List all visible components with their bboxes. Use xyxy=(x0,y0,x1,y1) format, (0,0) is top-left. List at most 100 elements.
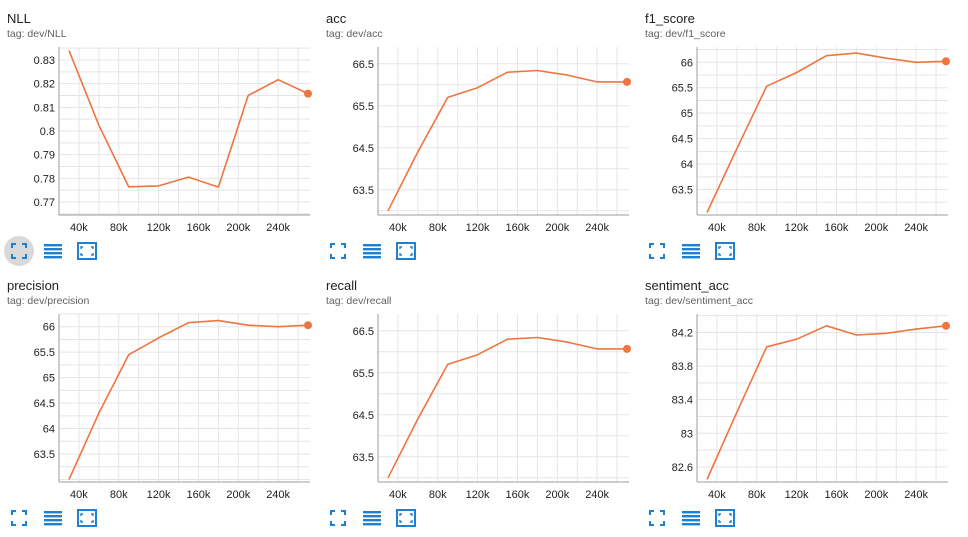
y-tick-label: 0.78 xyxy=(34,173,55,185)
chart-toolbar xyxy=(327,503,417,533)
chart-title: sentiment_acc xyxy=(645,278,729,293)
chart-title: acc xyxy=(326,11,347,26)
y-tick-label: 65.5 xyxy=(353,101,374,113)
series-line xyxy=(706,52,947,213)
x-tick-label: 80k xyxy=(110,489,128,501)
y-tick-label: 63.5 xyxy=(672,185,693,197)
chart-card-nll: NLL tag: dev/NLL 0.77 0.78 0.79 0.8 0.81 0.82… xyxy=(0,0,318,266)
chart-toolbar xyxy=(646,503,736,533)
x-tick-label: 40k xyxy=(389,489,407,501)
x-tick-label: 200k xyxy=(545,489,569,501)
series-line xyxy=(68,50,309,188)
chart-toolbar xyxy=(327,236,417,266)
last-point-marker xyxy=(942,321,951,330)
last-point-marker xyxy=(304,89,313,98)
chart-card-f1-score: f1_score tag: dev/f1_score 63.5 64 64.5 65 6… xyxy=(638,0,956,262)
last-point-marker xyxy=(942,57,951,66)
fit-domain-icon[interactable] xyxy=(8,507,30,529)
y-tick-label: 65.5 xyxy=(672,83,693,95)
line-chart: 82.6 83 83.4 83.8 84.2 40k 80k 120k 160k 200k 240k xyxy=(672,314,951,501)
y-tick-label: 0.83 xyxy=(34,55,55,67)
y-tick-label: 65 xyxy=(43,373,55,385)
fit-domain-icon[interactable] xyxy=(327,240,349,262)
fit-domain-icon[interactable] xyxy=(327,507,349,529)
fit-domain-icon[interactable] xyxy=(4,236,34,266)
chart-title: recall xyxy=(326,278,358,293)
y-tick-label: 0.77 xyxy=(34,197,55,209)
x-tick-label: 120k xyxy=(785,222,809,234)
x-tick-label: 200k xyxy=(226,222,250,234)
y-tick-label: 64 xyxy=(43,424,55,436)
chart-toolbar xyxy=(4,236,98,266)
series-line xyxy=(68,319,309,480)
y-tick-label: 0.82 xyxy=(34,79,55,91)
log-scale-icon[interactable] xyxy=(680,240,702,262)
log-scale-icon[interactable] xyxy=(42,507,64,529)
x-tick-label: 80k xyxy=(748,489,766,501)
x-tick-label: 80k xyxy=(429,222,447,234)
chart-tag: tag: dev/recall xyxy=(326,295,392,307)
expand-icon[interactable] xyxy=(76,507,98,529)
log-scale-icon[interactable] xyxy=(361,507,383,529)
expand-icon[interactable] xyxy=(76,240,98,262)
x-tick-label: 160k xyxy=(506,222,530,234)
x-tick-label: 40k xyxy=(708,222,726,234)
chart-card-acc: acc tag: dev/acc 63.5 64.5 65.5 66.5 40k 80k 1… xyxy=(319,0,637,262)
log-scale-icon[interactable] xyxy=(680,507,702,529)
log-scale-icon[interactable] xyxy=(42,240,64,262)
x-tick-label: 120k xyxy=(785,489,809,501)
expand-icon[interactable] xyxy=(395,507,417,529)
x-tick-label: 80k xyxy=(429,489,447,501)
x-tick-label: 40k xyxy=(389,222,407,234)
expand-icon[interactable] xyxy=(714,507,736,529)
x-tick-label: 160k xyxy=(506,489,530,501)
log-scale-icon[interactable] xyxy=(361,240,383,262)
x-tick-label: 160k xyxy=(825,222,849,234)
y-tick-label: 64 xyxy=(681,159,693,171)
expand-icon[interactable] xyxy=(395,240,417,262)
y-tick-label: 65.5 xyxy=(34,347,55,359)
x-tick-label: 120k xyxy=(466,222,490,234)
x-tick-label: 120k xyxy=(147,489,171,501)
y-tick-label: 63.5 xyxy=(353,452,374,464)
x-tick-label: 240k xyxy=(585,222,609,234)
y-tick-label: 66.5 xyxy=(353,59,374,71)
y-tick-label: 64.5 xyxy=(353,143,374,155)
line-chart: 63.5 64.5 65.5 66.5 40k 80k 120k 160k 200k 240k xyxy=(353,314,632,501)
chart-card-sentiment-acc: sentiment_acc tag: dev/sentiment_acc 82.… xyxy=(638,267,956,529)
y-tick-label: 83.4 xyxy=(672,395,693,407)
chart-tag: tag: dev/acc xyxy=(326,28,383,40)
chart-title: f1_score xyxy=(645,11,695,26)
chart-toolbar xyxy=(646,236,736,266)
series-line xyxy=(387,69,627,212)
line-chart: 63.5 64.5 65.5 66.5 40k 80k 120k 160k 200k 240k xyxy=(353,47,632,234)
y-tick-label: 66.5 xyxy=(353,326,374,338)
y-tick-label: 63.5 xyxy=(34,449,55,461)
fit-domain-icon[interactable] xyxy=(646,507,668,529)
x-tick-label: 40k xyxy=(70,489,88,501)
y-tick-label: 0.79 xyxy=(34,150,55,162)
x-tick-label: 120k xyxy=(147,222,171,234)
chart-card-recall: recall tag: dev/recall 63.5 64.5 65.5 66.5 4… xyxy=(319,267,637,529)
y-tick-label: 0.81 xyxy=(34,102,55,114)
x-tick-label: 240k xyxy=(266,489,290,501)
chart-tag: tag: dev/sentiment_acc xyxy=(645,295,753,307)
last-point-marker xyxy=(304,321,313,330)
x-tick-label: 40k xyxy=(708,489,726,501)
y-tick-label: 83.8 xyxy=(672,361,693,373)
chart-title: precision xyxy=(7,278,60,293)
x-tick-label: 40k xyxy=(70,222,88,234)
y-tick-label: 64.5 xyxy=(353,410,374,422)
y-tick-label: 66 xyxy=(43,322,55,334)
y-tick-label: 84.2 xyxy=(672,327,693,339)
expand-icon[interactable] xyxy=(714,240,736,262)
x-tick-label: 200k xyxy=(226,489,250,501)
y-tick-label: 82.6 xyxy=(672,462,693,474)
y-tick-label: 0.8 xyxy=(40,126,55,138)
chart-title: NLL xyxy=(7,11,31,26)
fit-domain-icon[interactable] xyxy=(646,240,668,262)
x-tick-label: 240k xyxy=(904,489,928,501)
chart-tag: tag: dev/precision xyxy=(7,295,90,307)
series-line xyxy=(387,336,627,479)
y-tick-label: 64.5 xyxy=(672,134,693,146)
